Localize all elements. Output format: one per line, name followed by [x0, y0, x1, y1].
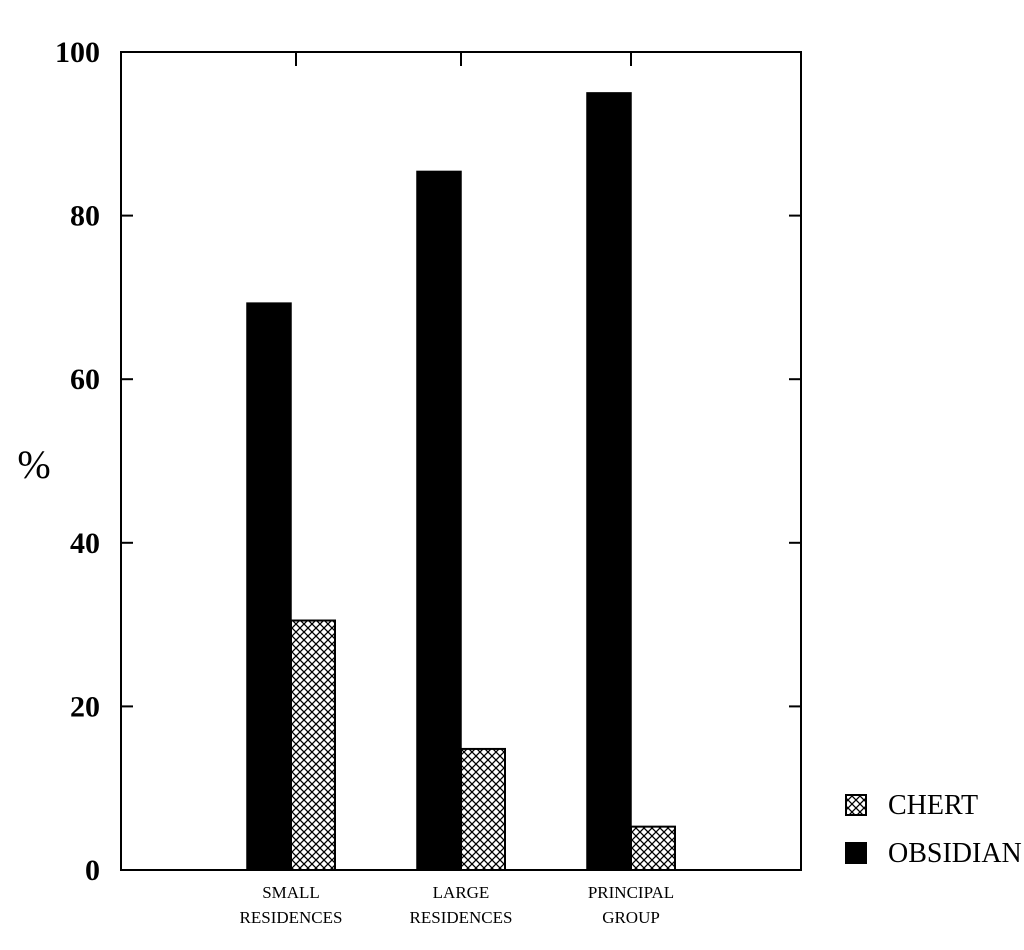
y-axis-label: % [17, 442, 50, 487]
legend-label-obsidian: OBSIDIAN [888, 838, 1022, 869]
legend-swatch-chert [845, 794, 867, 816]
y-tick-label: 100 [55, 36, 100, 69]
plot-frame [120, 51, 802, 871]
legend-label-chert: CHERT [888, 790, 978, 821]
y-tick-label: 20 [70, 690, 100, 723]
y-tick-label: 60 [70, 363, 100, 396]
y-tick-label: 40 [70, 527, 100, 560]
bar-chert [290, 619, 336, 872]
bar-obsidian [246, 302, 292, 871]
x-category-label: PRINCIPAL GROUP [588, 883, 674, 927]
bar-obsidian [586, 92, 632, 871]
y-tick-label: 80 [70, 200, 100, 233]
x-category-label: SMALL RESIDENCES [240, 883, 343, 927]
y-tick-label: 0 [85, 854, 100, 887]
x-category-label: LARGE RESIDENCES [410, 883, 513, 927]
legend: CHERT OBSIDIAN [845, 790, 1022, 869]
bar-chert [630, 825, 676, 871]
bar-chert [460, 747, 506, 871]
legend-swatch-obsidian [845, 842, 867, 864]
bar-obsidian [416, 170, 462, 871]
